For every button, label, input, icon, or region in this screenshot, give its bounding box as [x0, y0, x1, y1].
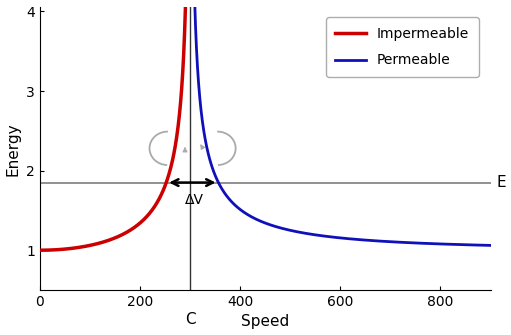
Permeable [462, 243, 468, 247]
Permeable [487, 244, 494, 248]
Permeable [207, 160, 214, 164]
Text: C: C [185, 312, 195, 327]
Permeable [277, 226, 283, 230]
Legend: Impermeable, Permeable: Impermeable, Permeable [326, 17, 479, 77]
Y-axis label: Energy: Energy [6, 122, 20, 176]
X-axis label: Speed: Speed [241, 315, 289, 329]
Permeable [333, 236, 339, 240]
Permeable [276, 225, 282, 229]
Line: Impermeable: Impermeable [40, 0, 187, 250]
Permeable [224, 195, 230, 199]
Impermeable [97, 241, 103, 245]
Impermeable [40, 248, 46, 252]
Line: Permeable: Permeable [194, 0, 491, 246]
Impermeable [37, 248, 43, 252]
Impermeable [181, 41, 187, 45]
Impermeable [74, 246, 80, 250]
Impermeable [143, 216, 149, 220]
Impermeable [58, 247, 64, 251]
Text: ΔV: ΔV [185, 193, 204, 207]
Text: E: E [497, 175, 506, 190]
